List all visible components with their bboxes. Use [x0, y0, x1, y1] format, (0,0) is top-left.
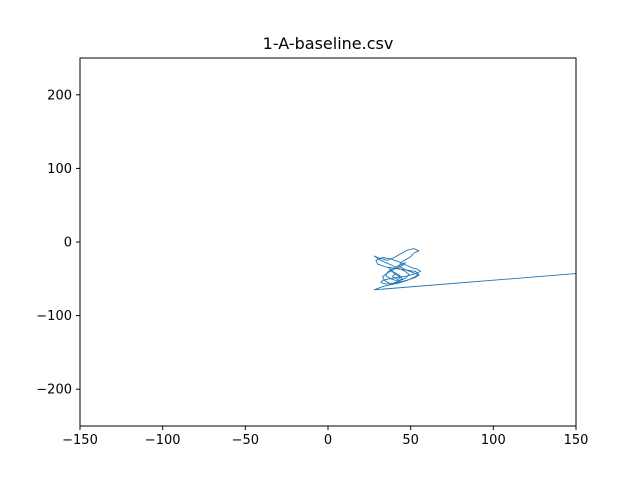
- x-tick-label: −150: [62, 433, 98, 448]
- y-axis: −200 −100 0 100 200: [36, 88, 80, 398]
- y-tick-label: −200: [36, 383, 72, 398]
- x-tick-label: 150: [564, 433, 589, 448]
- x-tick-label: 50: [402, 433, 419, 448]
- chart-title: 1-A-baseline.csv: [263, 34, 394, 53]
- x-axis: −150 −100 −50 0 50 100 150: [62, 426, 588, 448]
- x-tick-label: 100: [481, 433, 506, 448]
- y-tick-label: 200: [47, 88, 72, 103]
- x-tick-label: −50: [232, 433, 259, 448]
- series-line-1: [373, 248, 576, 291]
- series-layer: [373, 248, 576, 291]
- y-tick-label: 100: [47, 162, 72, 177]
- y-tick-label: −100: [36, 309, 72, 324]
- x-tick-label: −100: [145, 433, 181, 448]
- y-tick-label: 0: [64, 236, 72, 251]
- x-tick-label: 0: [324, 433, 332, 448]
